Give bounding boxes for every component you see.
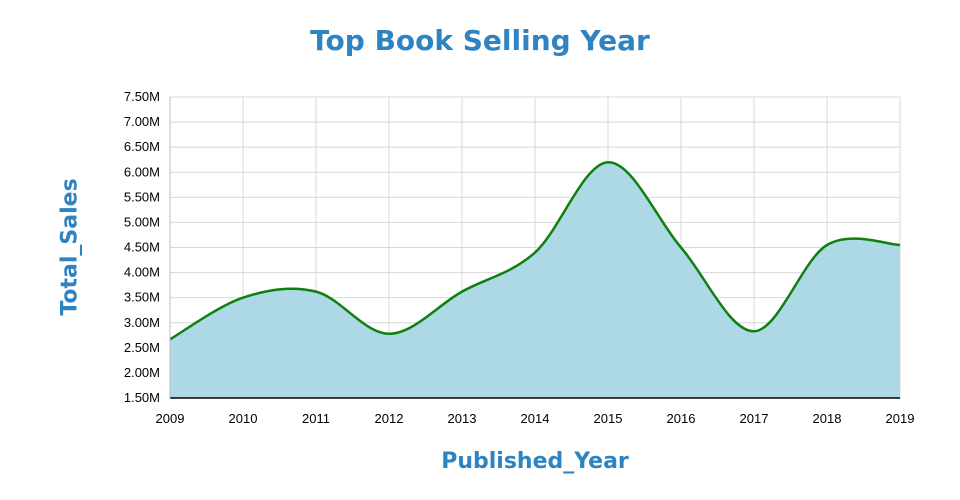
axes <box>169 97 900 399</box>
data-point <box>533 251 537 255</box>
y-tick-label: 7.50M <box>124 89 160 104</box>
x-tick-label: 2011 <box>302 411 330 426</box>
data-point <box>314 290 318 294</box>
y-axis-title: Total_Sales <box>57 178 83 316</box>
data-point <box>606 160 610 164</box>
x-tick-label: 2016 <box>667 411 696 426</box>
data-point <box>387 332 391 336</box>
y-tick-labels: 1.50M 2.00M 2.50M 3.00M 3.50M 4.00M 4.50M 5.00M… <box>124 89 160 405</box>
x-tick-label: 2019 <box>886 411 915 426</box>
x-tick-labels: 2009 2010 2011 2012 2013 2014 2015 2016 2017 2018… <box>156 411 915 426</box>
x-tick-label: 2010 <box>229 411 258 426</box>
y-tick-label: 3.50M <box>124 290 160 305</box>
data-point <box>752 329 756 333</box>
x-tick-label: 2015 <box>594 411 623 426</box>
x-tick-label: 2014 <box>521 411 550 426</box>
data-point <box>460 290 464 294</box>
data-point <box>679 246 683 250</box>
y-tick-label: 5.00M <box>124 214 160 229</box>
y-tick-label: 2.00M <box>124 365 160 380</box>
x-tick-label: 2009 <box>156 411 185 426</box>
series-line <box>169 160 901 341</box>
y-tick-label: 3.00M <box>124 315 160 330</box>
y-tick-label: 4.00M <box>124 265 160 280</box>
x-tick-label: 2017 <box>740 411 769 426</box>
x-tick-label: 2012 <box>375 411 404 426</box>
y-tick-label: 2.50M <box>124 340 160 355</box>
x-axis-title: Published_Year <box>441 449 629 474</box>
y-tick-label: 4.50M <box>124 240 160 255</box>
y-tick-label: 5.50M <box>124 189 160 204</box>
data-point <box>241 296 245 300</box>
data-point <box>898 243 902 247</box>
y-tick-label: 6.00M <box>124 164 160 179</box>
y-tick-label: 1.50M <box>124 390 160 405</box>
y-tick-label: 6.50M <box>124 139 160 154</box>
chart-title: Top Book Selling Year <box>310 24 650 57</box>
data-point <box>825 243 829 247</box>
y-tick-label: 7.00M <box>124 114 160 129</box>
x-tick-label: 2018 <box>813 411 842 426</box>
area-fill <box>170 162 900 398</box>
x-tick-label: 2013 <box>448 411 477 426</box>
